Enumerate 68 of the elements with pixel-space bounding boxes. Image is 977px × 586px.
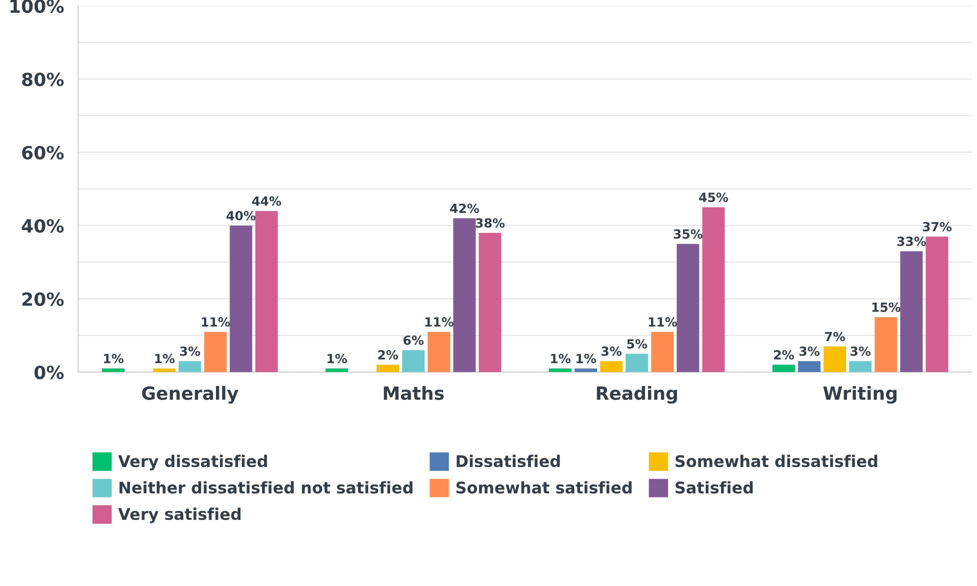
bar <box>402 350 425 372</box>
bar <box>626 354 648 372</box>
bar <box>926 236 948 372</box>
bar <box>600 361 623 372</box>
y-tick-label: 80% <box>22 72 64 86</box>
data-label: 3% <box>850 346 871 356</box>
bar <box>478 232 502 372</box>
legend-label: Very dissatisfied <box>118 454 267 470</box>
data-label: 37% <box>922 222 952 232</box>
legend-label: Somewhat satisfied <box>456 481 632 494</box>
data-label: 40% <box>226 210 256 220</box>
y-tick-label: 20% <box>22 292 64 306</box>
data-label: 3% <box>602 346 622 356</box>
bar <box>772 364 795 372</box>
bar <box>230 226 252 372</box>
bar <box>824 346 846 372</box>
data-label: 7% <box>825 332 846 342</box>
y-tick-label: 60% <box>22 146 64 160</box>
legend-label: Very satisfied <box>118 508 241 524</box>
x-tick-label: Maths <box>384 386 444 400</box>
bar <box>102 368 125 372</box>
data-label: 3% <box>800 346 820 356</box>
data-label: 33% <box>897 236 926 246</box>
bar <box>204 332 227 372</box>
x-tick-label: Generally <box>142 386 238 404</box>
bar <box>326 368 348 372</box>
data-label: 44% <box>252 196 282 206</box>
bar <box>676 244 700 372</box>
data-label: 6% <box>404 335 424 345</box>
data-label: 5% <box>627 339 648 349</box>
bar <box>651 332 674 372</box>
bar <box>178 361 202 372</box>
bar <box>574 368 598 372</box>
x-tick-label: Reading <box>596 386 677 404</box>
bar <box>874 317 898 372</box>
legend-label: Dissatisfied <box>456 454 560 468</box>
data-label: 1% <box>576 354 596 364</box>
bar <box>849 361 872 372</box>
data-label: 35% <box>674 229 703 239</box>
data-label: 2% <box>378 350 398 360</box>
data-label: 38% <box>476 218 505 228</box>
bar <box>376 364 400 372</box>
legend-label: Somewhat dissatisfied <box>676 454 878 468</box>
bar <box>153 368 176 372</box>
data-label: 15% <box>872 302 900 312</box>
x-tick-label: Writing <box>823 386 896 404</box>
y-tick-label: 0% <box>34 366 64 380</box>
legend-label: Satisfied <box>676 481 753 494</box>
data-label: 1% <box>551 354 570 364</box>
data-label: 3% <box>180 346 200 356</box>
bar <box>798 361 821 372</box>
data-label: 2% <box>774 350 794 360</box>
bar <box>900 251 923 372</box>
data-label: 1% <box>328 354 347 364</box>
bar <box>702 207 725 372</box>
bar <box>453 218 476 372</box>
bar <box>549 368 572 372</box>
legend-label: Neither dissatisfied not satisfied <box>120 481 412 494</box>
data-label: 11% <box>425 317 454 327</box>
data-label: 11% <box>202 317 230 327</box>
data-label: 11% <box>648 317 677 327</box>
data-label: 1% <box>155 354 175 364</box>
bar <box>428 332 450 372</box>
data-label: 42% <box>450 204 480 214</box>
data-label: 45% <box>699 192 728 202</box>
data-label: 1% <box>104 354 124 364</box>
y-tick-label: 40% <box>22 219 64 233</box>
bar <box>255 210 278 372</box>
